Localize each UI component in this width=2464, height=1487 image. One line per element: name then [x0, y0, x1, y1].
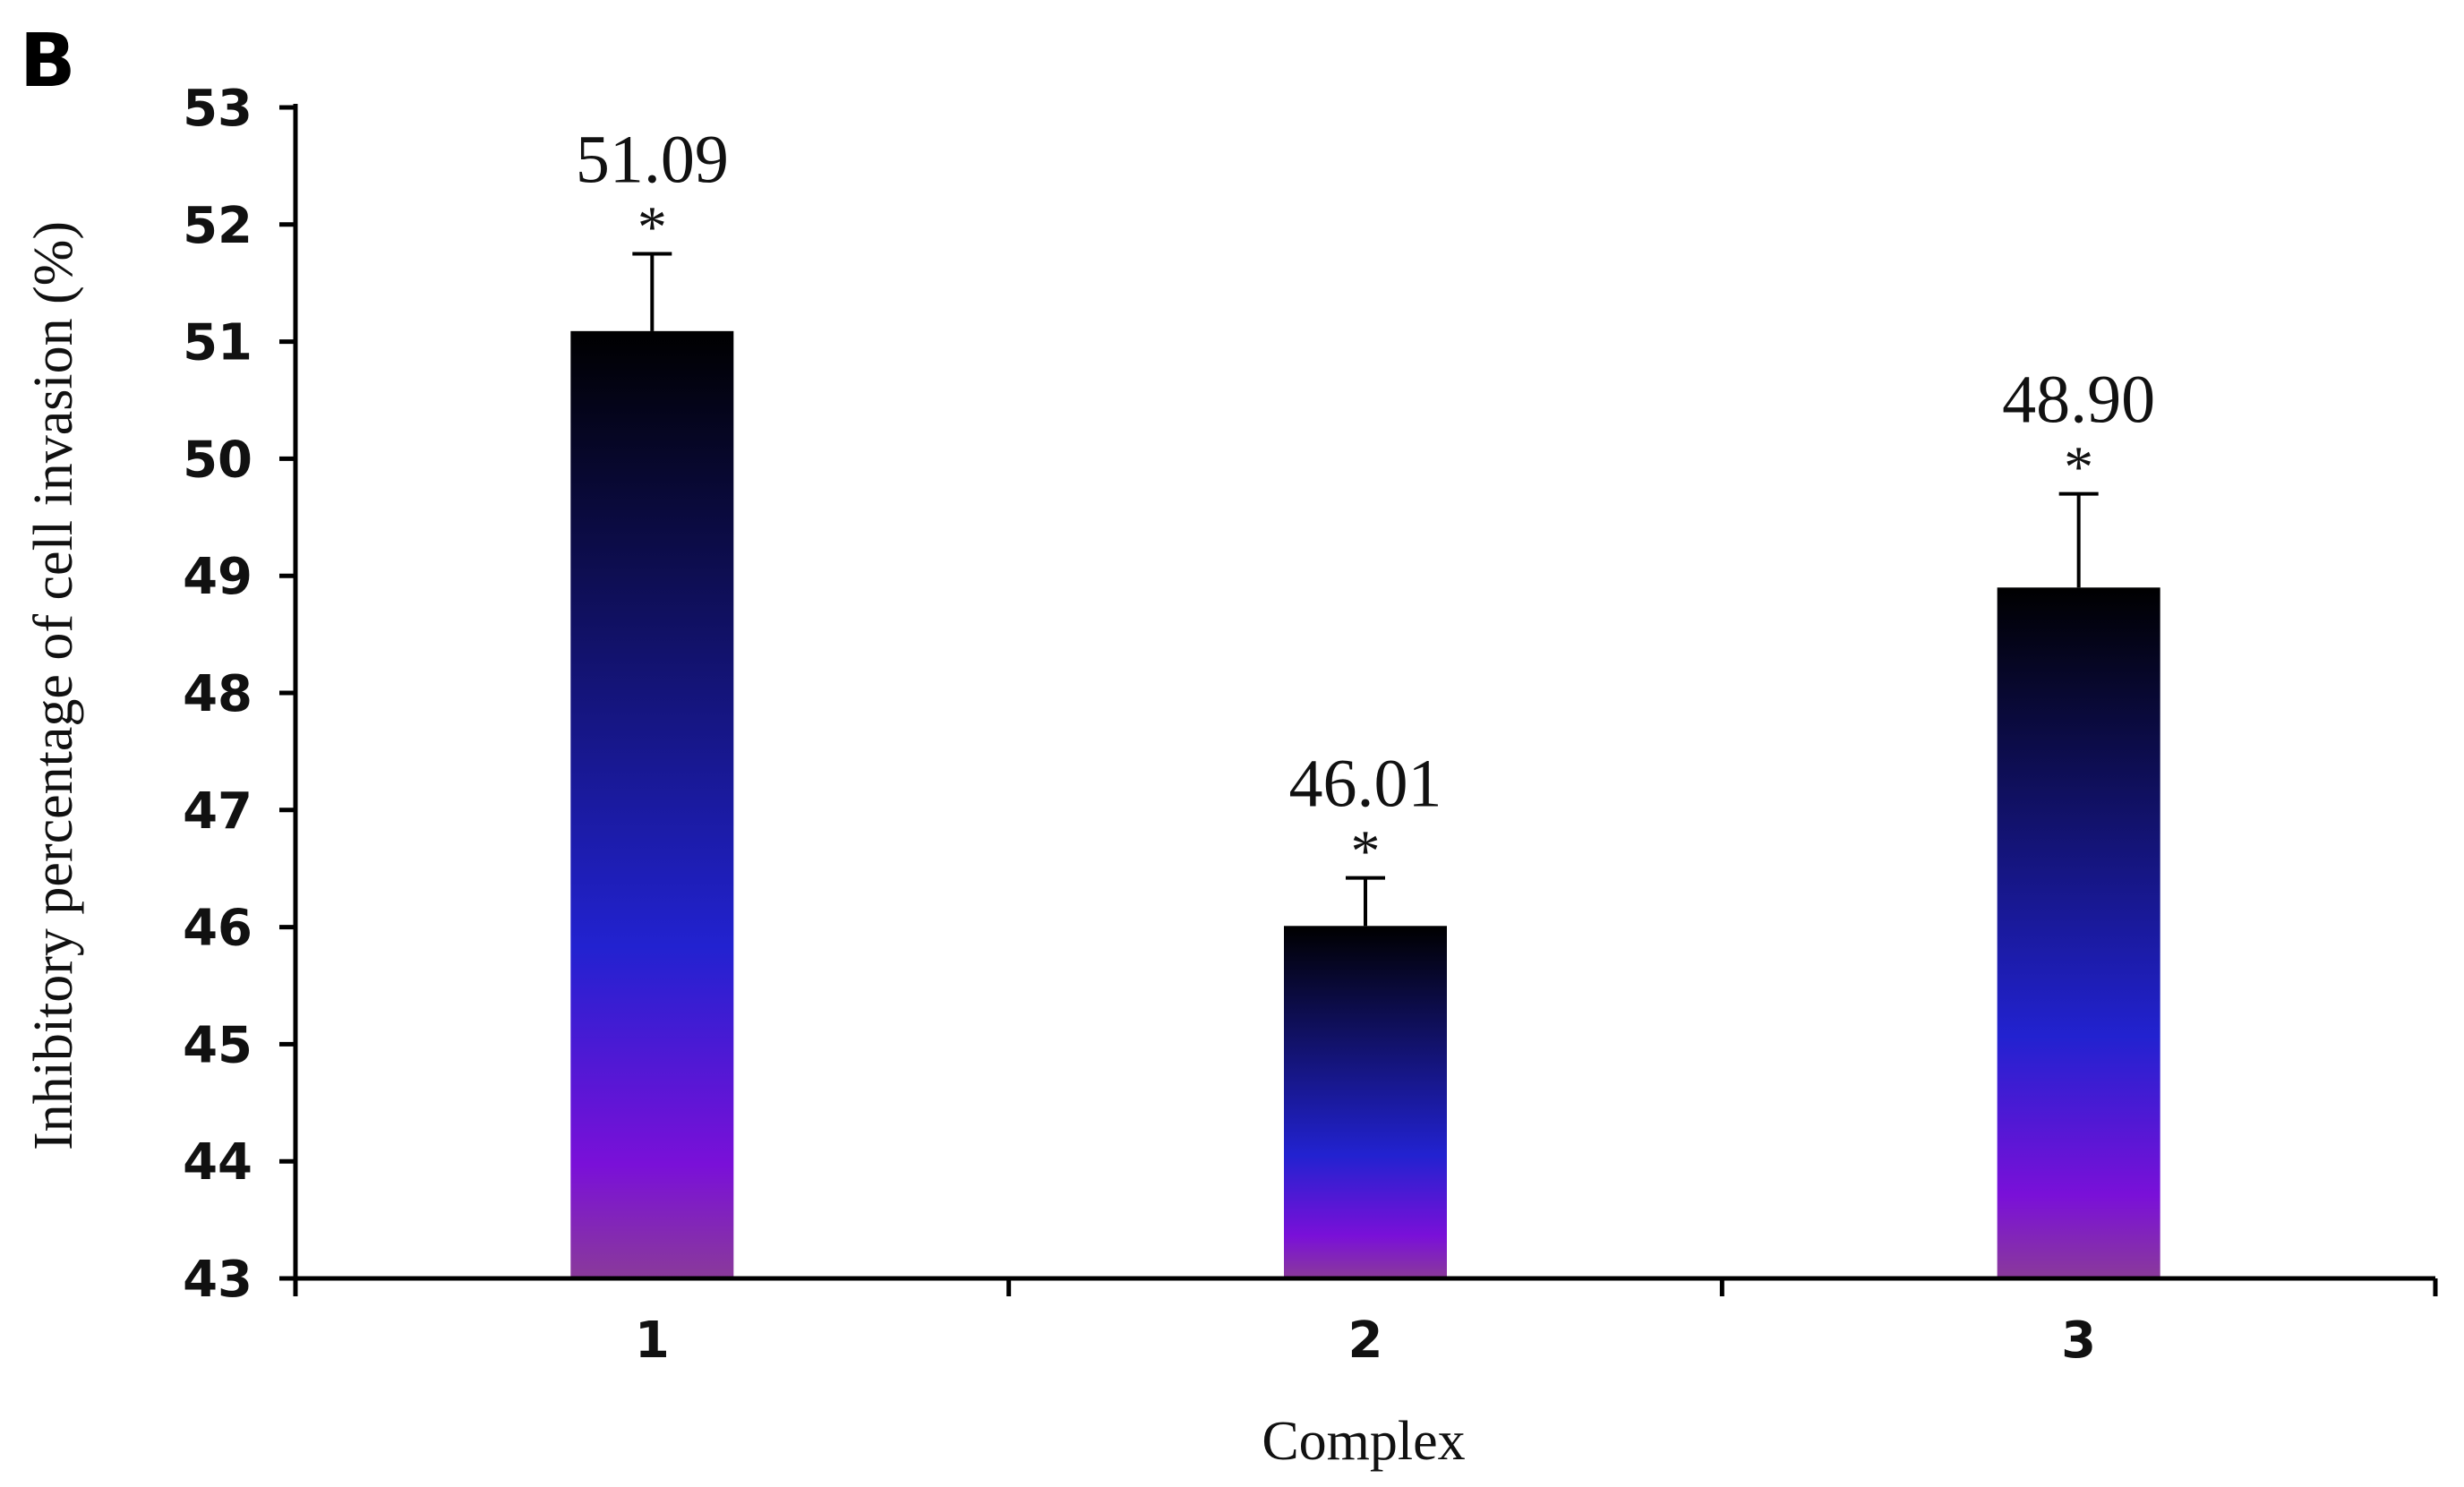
y-tick-label: 50 — [183, 431, 252, 489]
y-tick-label: 53 — [183, 80, 252, 138]
y-tick-label: 43 — [183, 1251, 252, 1309]
y-tick-label: 52 — [183, 197, 252, 255]
data-label: 46.01 — [1289, 747, 1442, 822]
bars-layer — [570, 330, 2160, 1278]
bar — [570, 330, 734, 1278]
y-tick-label: 48 — [183, 665, 252, 723]
y-axis-title: Inhibitory percentage of cell invasion (… — [23, 221, 84, 1150]
x-tick-label: 1 — [635, 1312, 670, 1370]
y-tick-label: 45 — [183, 1016, 252, 1074]
y-tick-label: 47 — [183, 782, 252, 841]
x-tick-label: 3 — [2061, 1312, 2096, 1370]
y-tick-label: 44 — [183, 1133, 252, 1192]
y-axis-ticks: 43 44 45 46 47 48 49 50 51 52 53 — [183, 80, 295, 1309]
significance-marker: * — [2064, 435, 2093, 500]
data-label: 48.90 — [2002, 363, 2155, 438]
data-label: 51.09 — [576, 123, 729, 198]
y-tick-label: 51 — [183, 314, 252, 372]
significance-marker: * — [637, 195, 667, 261]
x-axis-title: Complex — [1262, 1411, 1465, 1472]
data-labels-layer: *51.09*46.01*48.90 — [576, 123, 2155, 885]
x-tick-label: 2 — [1348, 1312, 1383, 1370]
significance-marker: * — [1351, 819, 1381, 885]
bar — [1997, 587, 2160, 1278]
y-tick-label: 49 — [183, 548, 252, 606]
y-tick-label: 46 — [183, 900, 252, 958]
bar — [1284, 926, 1447, 1278]
panel-label: B — [20, 19, 76, 104]
error-bars-layer — [632, 252, 2099, 927]
x-axis-ticks: 1 2 3 — [293, 1278, 2438, 1370]
